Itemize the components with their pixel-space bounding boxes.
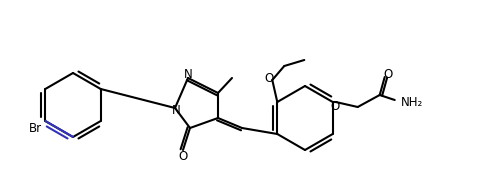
Text: N: N [172, 103, 180, 116]
Text: NH₂: NH₂ [401, 96, 423, 109]
Text: O: O [178, 150, 188, 163]
Text: Br: Br [29, 122, 42, 135]
Text: O: O [330, 101, 339, 114]
Text: N: N [183, 69, 192, 82]
Text: O: O [383, 69, 392, 82]
Text: O: O [265, 72, 274, 85]
